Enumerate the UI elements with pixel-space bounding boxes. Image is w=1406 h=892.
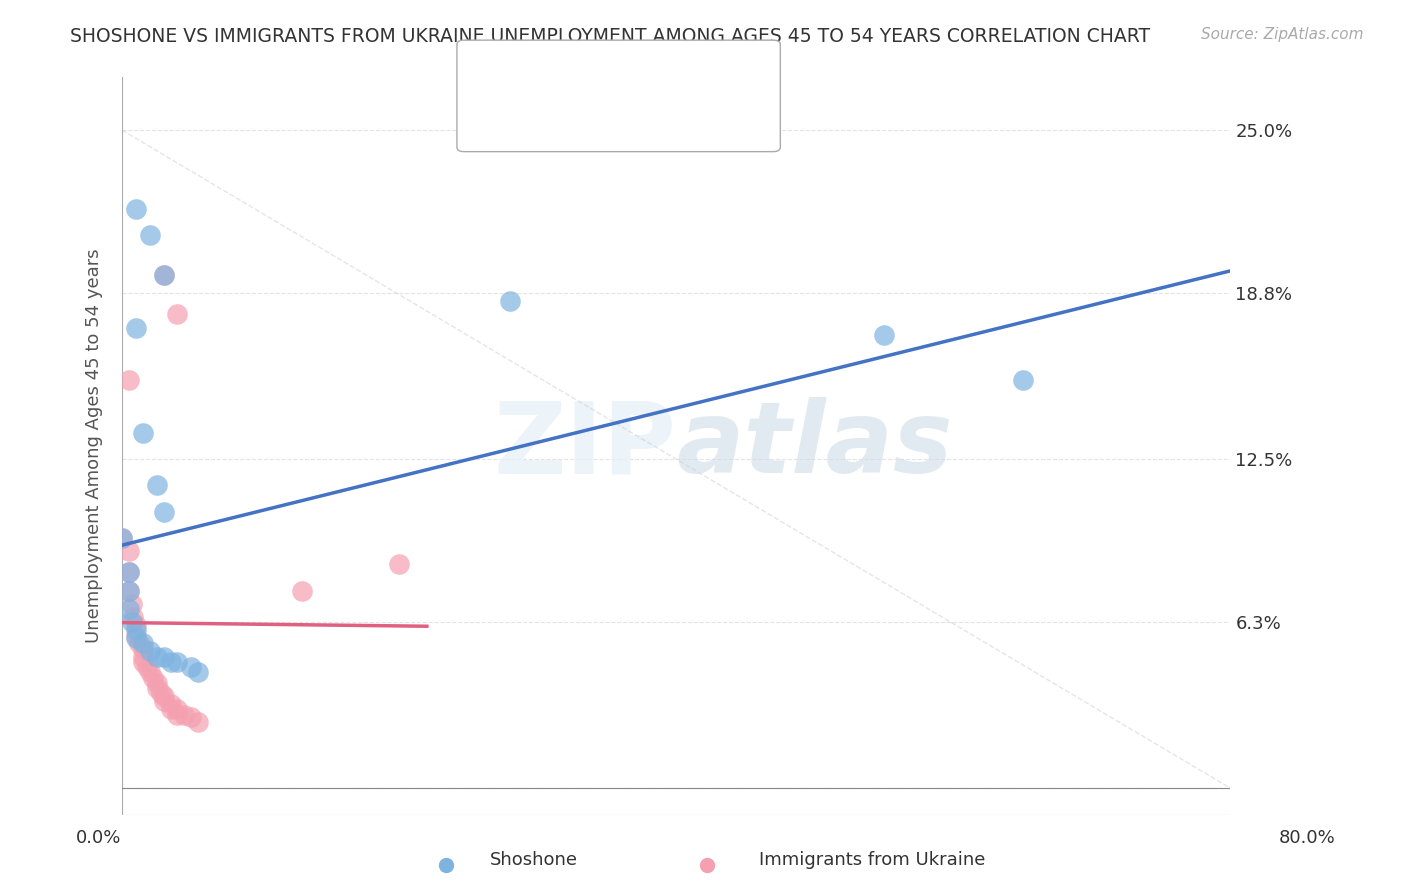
Point: [132, 636, 155, 650]
Text: N =: N =: [640, 91, 695, 109]
Point: [121, 597, 143, 611]
Point: [166, 702, 188, 716]
Point: [152, 694, 174, 708]
Point: [152, 268, 174, 282]
Point: [125, 320, 148, 334]
Point: [166, 307, 188, 321]
Point: [139, 228, 162, 243]
Point: [166, 707, 188, 722]
Point: [145, 649, 167, 664]
Text: 0.468: 0.468: [569, 53, 627, 70]
Text: 0.431: 0.431: [569, 91, 626, 109]
Point: [128, 636, 150, 650]
Point: [125, 624, 148, 638]
Point: [132, 649, 155, 664]
Point: [488, 60, 510, 74]
Point: [118, 583, 141, 598]
Point: [152, 505, 174, 519]
Point: [152, 268, 174, 282]
Point: [149, 686, 172, 700]
Point: [159, 655, 181, 669]
Point: [145, 478, 167, 492]
Point: [145, 681, 167, 696]
Text: atlas: atlas: [676, 398, 953, 494]
Point: [180, 710, 202, 724]
Point: [118, 566, 141, 580]
Point: [159, 702, 181, 716]
Point: [141, 671, 163, 685]
Point: [132, 425, 155, 440]
Point: [159, 697, 181, 711]
Point: [118, 602, 141, 616]
Point: [118, 566, 141, 580]
Point: [488, 98, 510, 112]
Point: [118, 583, 141, 598]
Point: [152, 649, 174, 664]
Point: [166, 655, 188, 669]
Point: [139, 644, 162, 658]
Point: [125, 202, 148, 216]
Point: [1011, 373, 1033, 387]
Point: [118, 544, 141, 558]
Point: [118, 373, 141, 387]
Text: N =: N =: [640, 53, 695, 70]
Text: 24: 24: [700, 53, 725, 70]
Point: [388, 558, 411, 572]
Point: [132, 655, 155, 669]
Y-axis label: Unemployment Among Ages 45 to 54 years: Unemployment Among Ages 45 to 54 years: [86, 249, 103, 643]
Text: Shoshone: Shoshone: [491, 851, 578, 869]
Point: [111, 531, 134, 545]
Point: [122, 610, 145, 624]
Point: [121, 615, 143, 630]
Point: [145, 676, 167, 690]
Point: [873, 328, 896, 343]
Point: [139, 665, 162, 680]
Point: [436, 858, 458, 872]
Text: Source: ZipAtlas.com: Source: ZipAtlas.com: [1201, 27, 1364, 42]
Text: ZIP: ZIP: [494, 398, 676, 494]
Text: R =: R =: [520, 91, 561, 109]
Text: Immigrants from Ukraine: Immigrants from Ukraine: [758, 851, 986, 869]
Point: [696, 858, 718, 872]
Point: [111, 531, 134, 545]
Text: R =: R =: [520, 53, 561, 70]
Point: [152, 689, 174, 703]
Point: [125, 631, 148, 645]
Point: [173, 707, 195, 722]
Point: [187, 665, 209, 680]
Point: [136, 660, 159, 674]
Text: 32: 32: [700, 91, 725, 109]
Point: [291, 583, 314, 598]
Point: [132, 641, 155, 656]
Text: 0.0%: 0.0%: [76, 829, 121, 847]
Point: [180, 660, 202, 674]
Point: [187, 715, 209, 730]
Text: SHOSHONE VS IMMIGRANTS FROM UKRAINE UNEMPLOYMENT AMONG AGES 45 TO 54 YEARS CORRE: SHOSHONE VS IMMIGRANTS FROM UKRAINE UNEM…: [70, 27, 1150, 45]
Point: [499, 294, 522, 309]
Text: 80.0%: 80.0%: [1279, 829, 1336, 847]
Point: [125, 628, 148, 642]
Point: [125, 618, 148, 632]
